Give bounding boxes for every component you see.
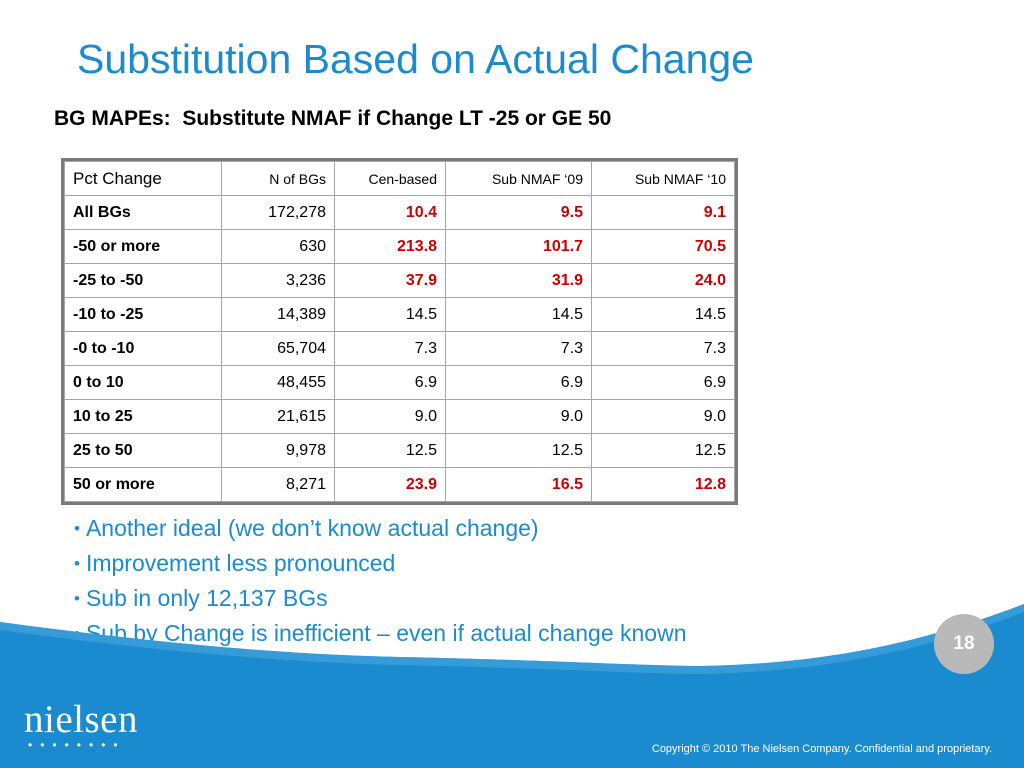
header-cen-based: Cen-based (334, 161, 446, 196)
bullet-item: • Improvement less pronounced (74, 546, 686, 581)
cell-cen-based: 14.5 (334, 297, 446, 332)
cell-cen-based: 213.8 (334, 229, 446, 264)
cell-n-of-bgs: 8,271 (221, 467, 335, 502)
cell-n-of-bgs: 172,278 (221, 195, 335, 230)
footer-wave (0, 604, 1024, 768)
table-row: 50 or more 8,271 23.9 16.5 12.8 (64, 467, 735, 502)
cell-cen-based: 37.9 (334, 263, 446, 298)
copyright-text: Copyright © 2010 The Nielsen Company. Co… (651, 743, 992, 755)
cell-n-of-bgs: 65,704 (221, 331, 335, 366)
header-pct-change: Pct Change (64, 161, 222, 196)
mape-table-frame: Pct Change N of BGs Cen-based Sub NMAF ‘… (61, 158, 738, 505)
bullet-dot-icon: • (74, 589, 80, 608)
bullet-text: Sub in only 12,137 BGs (85, 585, 328, 611)
table-body: All BGs 172,278 10.4 9.5 9.1 -50 or more 630 21… (64, 195, 735, 502)
mape-table: Pct Change N of BGs Cen-based Sub NMAF ‘… (64, 161, 735, 502)
table-row: 0 to 10 48,455 6.9 6.9 6.9 (64, 365, 735, 400)
row-label: 10 to 25 (64, 399, 222, 434)
cell-sub-nmaf-10: 7.3 (591, 331, 735, 366)
table-row: -10 to -25 14,389 14.5 14.5 14.5 (64, 297, 735, 332)
table-row: 10 to 25 21,615 9.0 9.0 9.0 (64, 399, 735, 434)
cell-n-of-bgs: 14,389 (221, 297, 335, 332)
nielsen-logo: nielsen (24, 698, 138, 741)
cell-sub-nmaf-10: 12.8 (591, 467, 735, 502)
cell-sub-nmaf-09: 31.9 (445, 263, 592, 298)
cell-sub-nmaf-09: 101.7 (445, 229, 592, 264)
cell-n-of-bgs: 630 (221, 229, 335, 264)
bullet-text: Sub by Change is inefficient – even if a… (85, 620, 687, 646)
header-sub-nmaf-09: Sub NMAF ‘09 (445, 161, 592, 196)
cell-sub-nmaf-09: 6.9 (445, 365, 592, 400)
bullet-text: Another ideal (we don’t know actual chan… (85, 515, 539, 541)
bullet-item: • Another ideal (we don’t know actual cha… (74, 511, 686, 546)
row-label: -0 to -10 (64, 331, 222, 366)
cell-cen-based: 7.3 (334, 331, 446, 366)
bullet-text: Improvement less pronounced (85, 550, 396, 576)
cell-n-of-bgs: 21,615 (221, 399, 335, 434)
cell-n-of-bgs: 48,455 (221, 365, 335, 400)
cell-sub-nmaf-10: 12.5 (591, 433, 735, 468)
cell-cen-based: 10.4 (334, 195, 446, 230)
cell-sub-nmaf-10: 6.9 (591, 365, 735, 400)
cell-sub-nmaf-09: 16.5 (445, 467, 592, 502)
row-label: 0 to 10 (64, 365, 222, 400)
slide-title: Substitution Based on Actual Change (77, 36, 754, 82)
cell-sub-nmaf-09: 12.5 (445, 433, 592, 468)
cell-sub-nmaf-10: 70.5 (591, 229, 735, 264)
header-n-of-bgs: N of BGs (221, 161, 335, 196)
table-header-row: Pct Change N of BGs Cen-based Sub NMAF ‘… (64, 161, 735, 196)
cell-n-of-bgs: 3,236 (221, 263, 335, 298)
cell-sub-nmaf-09: 9.5 (445, 195, 592, 230)
row-label: -10 to -25 (64, 297, 222, 332)
table-row: -0 to -10 65,704 7.3 7.3 7.3 (64, 331, 735, 366)
bullet-item: • Sub in only 12,137 BGs (74, 581, 686, 616)
cell-cen-based: 23.9 (334, 467, 446, 502)
table-row: 25 to 50 9,978 12.5 12.5 12.5 (64, 433, 735, 468)
bullet-dot-icon: • (74, 519, 80, 538)
row-label: -25 to -50 (64, 263, 222, 298)
table-row: -25 to -50 3,236 37.9 31.9 24.0 (64, 263, 735, 298)
cell-sub-nmaf-10: 9.1 (591, 195, 735, 230)
bullet-dot-icon: • (74, 554, 80, 573)
row-label: All BGs (64, 195, 222, 230)
cell-sub-nmaf-09: 7.3 (445, 331, 592, 366)
cell-n-of-bgs: 9,978 (221, 433, 335, 468)
cell-sub-nmaf-10: 14.5 (591, 297, 735, 332)
row-label: 50 or more (64, 467, 222, 502)
bullet-list: • Another ideal (we don’t know actual cha… (74, 511, 686, 651)
page-number-badge: 18 (934, 614, 994, 674)
logo-dots-decoration: •••••••• (28, 738, 126, 752)
table-row: -50 or more 630 213.8 101.7 70.5 (64, 229, 735, 264)
cell-sub-nmaf-10: 24.0 (591, 263, 735, 298)
row-label: -50 or more (64, 229, 222, 264)
cell-cen-based: 6.9 (334, 365, 446, 400)
row-label: 25 to 50 (64, 433, 222, 468)
table-row: All BGs 172,278 10.4 9.5 9.1 (64, 195, 735, 230)
cell-cen-based: 12.5 (334, 433, 446, 468)
cell-sub-nmaf-10: 9.0 (591, 399, 735, 434)
cell-sub-nmaf-09: 9.0 (445, 399, 592, 434)
cell-sub-nmaf-09: 14.5 (445, 297, 592, 332)
cell-cen-based: 9.0 (334, 399, 446, 434)
slide-subtitle: BG MAPEs: Substitute NMAF if Change LT -… (54, 107, 612, 130)
header-sub-nmaf-10: Sub NMAF ‘10 (591, 161, 735, 196)
